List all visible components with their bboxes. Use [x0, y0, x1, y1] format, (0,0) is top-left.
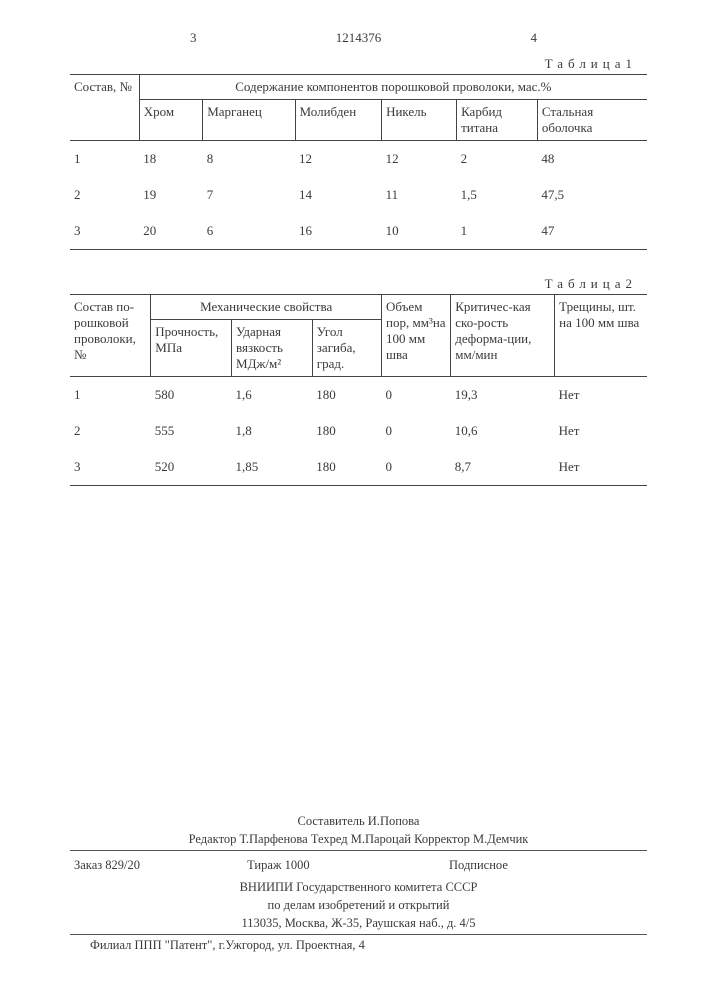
cell: 0: [382, 413, 451, 449]
cell: 1: [457, 213, 538, 250]
footer-vniipi: ВНИИПИ Государственного комитета СССР: [70, 880, 647, 895]
t2-sub-1: Ударная вязкость МДж/м²: [232, 320, 313, 377]
table1: Состав, № Содержание компонентов порошко…: [70, 74, 647, 258]
page: 3 1214376 4 Таблица1 Состав, № Содержани…: [0, 0, 707, 986]
page-numbers: 3 1214376 4: [70, 30, 647, 50]
cell: 14: [295, 177, 382, 213]
cell: 18: [139, 141, 202, 178]
cell: 180: [312, 377, 381, 414]
cell: 12: [382, 141, 457, 178]
t2-h-c6: Трещины, шт. на 100 мм шва: [555, 295, 647, 377]
footer-tirazh: Тираж 1000: [243, 854, 445, 877]
cell: 19: [139, 177, 202, 213]
table-row: 3 20 6 16 10 1 47: [70, 213, 647, 250]
t2-head-span: Механические свойства: [151, 295, 382, 320]
t1-h-1: Марганец: [203, 100, 295, 141]
footer-order-block: Заказ 829/20 Тираж 1000 Подписное: [70, 854, 647, 877]
footer-order: Заказ 829/20: [70, 854, 243, 877]
t1-h-2: Молибден: [295, 100, 382, 141]
cell: 19,3: [451, 377, 555, 414]
cell: 10,6: [451, 413, 555, 449]
t1-h-5: Стальная оболочка: [537, 100, 647, 141]
document-number: 1214376: [336, 30, 382, 46]
cell: 8: [203, 141, 295, 178]
cell: Нет: [555, 449, 647, 486]
table1-label: Таблица1: [70, 56, 637, 72]
table2-label: Таблица2: [70, 276, 637, 292]
cell: Нет: [555, 377, 647, 414]
page-num-right: 4: [531, 30, 538, 46]
footer-branch: Филиал ППП "Патент", г.Ужгород, ул. Прое…: [70, 938, 647, 953]
cell: 6: [203, 213, 295, 250]
t2-h-c4: Объем пор, мм³на 100 мм шва: [382, 295, 451, 377]
cell: 11: [382, 177, 457, 213]
cell: 180: [312, 449, 381, 486]
cell: 48: [537, 141, 647, 178]
table-row: 1 18 8 12 12 2 48: [70, 141, 647, 178]
t2-sub-0: Прочность, МПа: [151, 320, 232, 377]
t2-h-c5: Критичес-кая ско-рость деформа-ции, мм/м…: [451, 295, 555, 377]
cell: 1: [70, 377, 151, 414]
cell: 555: [151, 413, 232, 449]
t2-head-rowcol: Состав по-рошковой проволоки, №: [70, 295, 151, 377]
cell: 1: [70, 141, 139, 178]
cell: Нет: [555, 413, 647, 449]
t1-h-0: Хром: [139, 100, 202, 141]
cell: 47: [537, 213, 647, 250]
cell: 0: [382, 377, 451, 414]
cell: 1,85: [232, 449, 313, 486]
cell: 180: [312, 413, 381, 449]
footer-editors: Редактор Т.Парфенова Техред М.Пароцай Ко…: [70, 832, 647, 847]
table-row: 2 555 1,8 180 0 10,6 Нет: [70, 413, 647, 449]
cell: 3: [70, 449, 151, 486]
footer-address: 113035, Москва, Ж-35, Раушская наб., д. …: [70, 916, 647, 931]
cell: 580: [151, 377, 232, 414]
table-row: 3 520 1,85 180 0 8,7 Нет: [70, 449, 647, 486]
table-row: 1 580 1,6 180 0 19,3 Нет: [70, 377, 647, 414]
cell: 1,6: [232, 377, 313, 414]
cell: 16: [295, 213, 382, 250]
footer-sub: Подписное: [445, 854, 647, 877]
cell: 10: [382, 213, 457, 250]
cell: 2: [70, 413, 151, 449]
t1-h-3: Никель: [382, 100, 457, 141]
cell: 1,5: [457, 177, 538, 213]
cell: 1,8: [232, 413, 313, 449]
cell: 7: [203, 177, 295, 213]
footer-compiler: Составитель И.Попова: [70, 814, 647, 829]
t1-head-span: Содержание компонентов порошковой провол…: [139, 75, 647, 100]
cell: 520: [151, 449, 232, 486]
page-num-left: 3: [190, 30, 197, 46]
table2: Состав по-рошковой проволоки, № Механиче…: [70, 294, 647, 494]
cell: 3: [70, 213, 139, 250]
footer: Составитель И.Попова Редактор Т.Парфенов…: [70, 814, 647, 953]
cell: 47,5: [537, 177, 647, 213]
cell: 20: [139, 213, 202, 250]
cell: 0: [382, 449, 451, 486]
t1-head-rowcol: Состав, №: [70, 75, 139, 141]
footer-affairs: по делам изобретений и открытий: [70, 898, 647, 913]
cell: 2: [457, 141, 538, 178]
cell: 8,7: [451, 449, 555, 486]
cell: 2: [70, 177, 139, 213]
table-row: 2 19 7 14 11 1,5 47,5: [70, 177, 647, 213]
t2-sub-2: Угол загиба, град.: [312, 320, 381, 377]
cell: 12: [295, 141, 382, 178]
t1-h-4: Карбид титана: [457, 100, 538, 141]
